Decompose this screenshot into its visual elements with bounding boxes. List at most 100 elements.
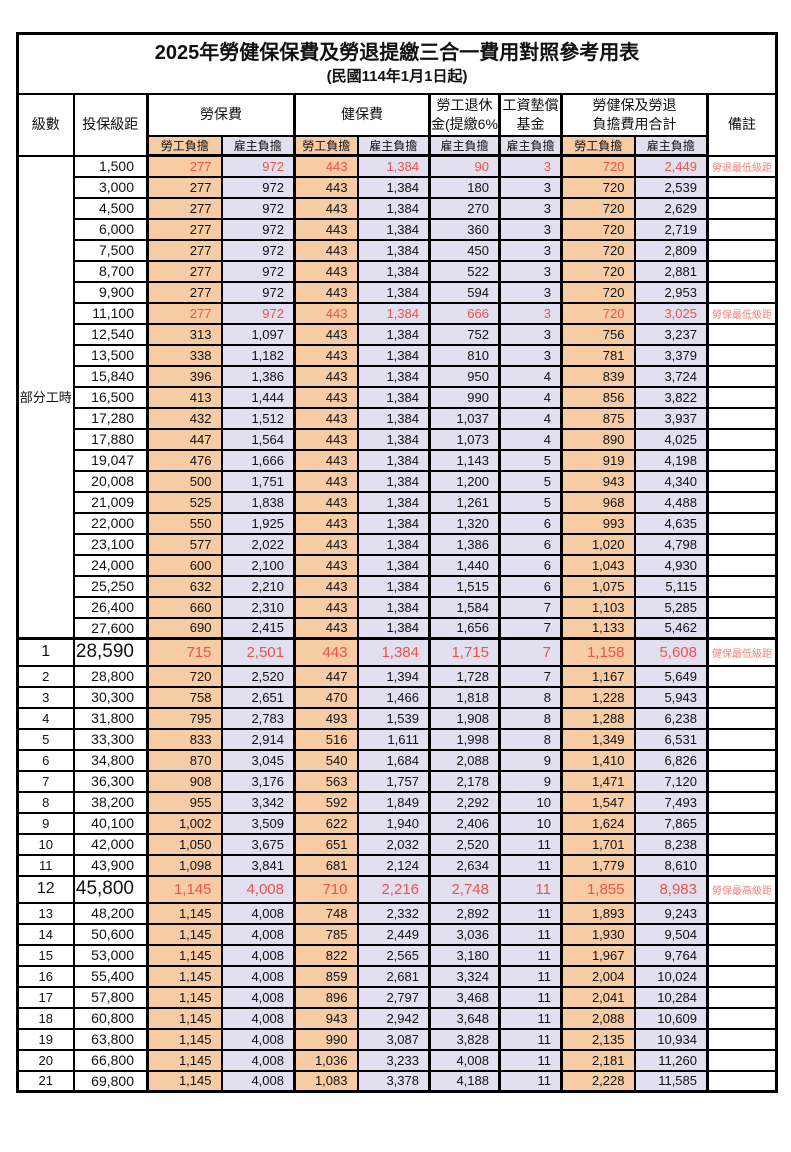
cell-labor-ins-employee: 795 (146, 706, 223, 730)
cell-health-ins-employer: 2,797 (356, 985, 431, 1009)
cell-health-ins-employee: 1,036 (293, 1048, 359, 1072)
cell-total-employer: 6,826 (633, 748, 709, 772)
cell-health-ins-employee: 443 (293, 574, 359, 598)
cell-pension-employer: 180 (428, 175, 501, 199)
cell-remark (705, 385, 778, 409)
cell-pension-employer: 2,088 (428, 748, 501, 772)
cell-remark (705, 364, 778, 388)
cell-remark (705, 322, 778, 346)
cell-pension-employer: 810 (428, 343, 501, 367)
subheader-health-ins-employee: 勞工負擔 (293, 134, 359, 157)
cell-remark (705, 985, 778, 1009)
cell-total-employee: 1,855 (560, 874, 636, 904)
cell-wage-fund-employer: 11 (498, 832, 563, 856)
cell-pension-employer: 1,073 (428, 427, 501, 451)
header-total: 勞健保及勞退 負擔費用合計 (560, 92, 709, 137)
cell-pension-employer: 2,634 (428, 853, 501, 877)
cell-labor-ins-employer: 972 (220, 154, 296, 178)
cell-health-ins-employee: 443 (293, 280, 359, 304)
cell-total-employee: 968 (560, 490, 636, 514)
cell-remark (705, 196, 778, 220)
cell-level: 5 (16, 727, 75, 751)
cell-pension-employer: 1,515 (428, 574, 501, 598)
cell-bracket: 24,000 (72, 553, 149, 577)
cell-total-employee: 756 (560, 322, 636, 346)
cell-total-employee: 720 (560, 301, 636, 325)
cell-labor-ins-employer: 2,415 (220, 616, 296, 640)
cell-bracket: 48,200 (72, 901, 149, 925)
cell-bracket: 28,590 (72, 637, 149, 667)
cell-total-employee: 2,135 (560, 1027, 636, 1051)
cell-level: 8 (16, 790, 75, 814)
cell-total-employee: 1,779 (560, 853, 636, 877)
cell-pension-employer: 3,468 (428, 985, 501, 1009)
cell-total-employee: 2,041 (560, 985, 636, 1009)
cell-health-ins-employer: 2,942 (356, 1006, 431, 1030)
cell-health-ins-employee: 443 (293, 532, 359, 556)
cell-labor-ins-employee: 1,050 (146, 832, 223, 856)
cell-labor-ins-employee: 1,145 (146, 1006, 223, 1030)
cell-total-employee: 1,043 (560, 553, 636, 577)
spreadsheet: 2025年勞健保保費及勞退提繳三合一費用對照參考用表 (民國114年1月1日起)… (16, 32, 779, 1093)
cell-labor-ins-employer: 1,097 (220, 322, 296, 346)
cell-total-employee: 943 (560, 469, 636, 493)
cell-total-employee: 720 (560, 217, 636, 241)
cell-labor-ins-employer: 4,008 (220, 985, 296, 1009)
cell-level: 3 (16, 685, 75, 709)
table-row: 17,280 432 1,512 443 1,384 1,037 4 875 3,937 (18, 406, 778, 430)
table-row: 17,880 447 1,564 443 1,384 1,073 4 890 4,025 (18, 427, 778, 451)
cell-labor-ins-employee: 690 (146, 616, 223, 640)
cell-wage-fund-employer: 6 (498, 553, 563, 577)
cell-wage-fund-employer: 5 (498, 490, 563, 514)
cell-total-employee: 1,471 (560, 769, 636, 793)
cell-level: 4 (16, 706, 75, 730)
title-row: 2025年勞健保保費及勞退提繳三合一費用對照參考用表 (民國114年1月1日起) (16, 32, 778, 95)
cell-remark (705, 706, 778, 730)
cell-level: 14 (16, 922, 75, 946)
cell-total-employer: 9,764 (633, 943, 709, 967)
cell-level: 7 (16, 769, 75, 793)
cell-level: 18 (16, 1006, 75, 1030)
cell-bracket: 34,800 (72, 748, 149, 772)
cell-total-employer: 4,798 (633, 532, 709, 556)
cell-total-employee: 890 (560, 427, 636, 451)
cell-remark: 勞保最高級距 (705, 874, 778, 904)
cell-level: 12 (16, 874, 75, 904)
cell-total-employer: 3,025 (633, 301, 709, 325)
cell-level: 17 (16, 985, 75, 1009)
cell-health-ins-employee: 447 (293, 664, 359, 688)
table-row: 16 55,400 1,145 4,008 859 2,681 3,324 11 2,004 10… (16, 964, 778, 988)
cell-labor-ins-employer: 2,501 (220, 637, 296, 667)
cell-bracket: 53,000 (72, 943, 149, 967)
cell-health-ins-employee: 443 (293, 217, 359, 241)
cell-bracket: 13,500 (72, 343, 149, 367)
cell-pension-employer: 270 (428, 196, 501, 220)
cell-health-ins-employee: 896 (293, 985, 359, 1009)
cell-remark (705, 469, 778, 493)
cell-remark (705, 790, 778, 814)
cell-remark (705, 511, 778, 535)
cell-remark (705, 616, 778, 640)
table-row: 5 33,300 833 2,914 516 1,611 1,998 8 1,349 6,531 (16, 727, 778, 751)
cell-total-employee: 1,930 (560, 922, 636, 946)
group-header-row: 級數 投保級距 勞保費 健保費 勞工退休 金(提繳6%) 工資墊償 基金 勞健保… (16, 92, 778, 157)
table-row: 6 34,800 870 3,045 540 1,684 2,088 9 1,410 6,826 (16, 748, 778, 772)
cell-health-ins-employee: 443 (293, 301, 359, 325)
table-row: 18 60,800 1,145 4,008 943 2,942 3,648 11 2,088 10… (16, 1006, 778, 1030)
cell-wage-fund-employer: 3 (498, 280, 563, 304)
cell-bracket: 17,280 (72, 406, 149, 430)
table-row: 2 28,800 720 2,520 447 1,394 1,728 7 1,167 5,649 (16, 664, 778, 688)
cell-total-employer: 8,238 (633, 832, 709, 856)
cell-labor-ins-employer: 1,444 (220, 385, 296, 409)
cell-pension-employer: 1,037 (428, 406, 501, 430)
cell-labor-ins-employer: 4,008 (220, 943, 296, 967)
cell-wage-fund-employer: 6 (498, 511, 563, 535)
cell-labor-ins-employee: 277 (146, 154, 223, 178)
subheader-health-ins-employer: 雇主負擔 (356, 134, 431, 157)
cell-health-ins-employee: 443 (293, 427, 359, 451)
cell-health-ins-employer: 1,757 (356, 769, 431, 793)
cell-total-employee: 1,547 (560, 790, 636, 814)
cell-remark (705, 922, 778, 946)
cell-total-employer: 9,504 (633, 922, 709, 946)
cell-wage-fund-employer: 11 (498, 874, 563, 904)
